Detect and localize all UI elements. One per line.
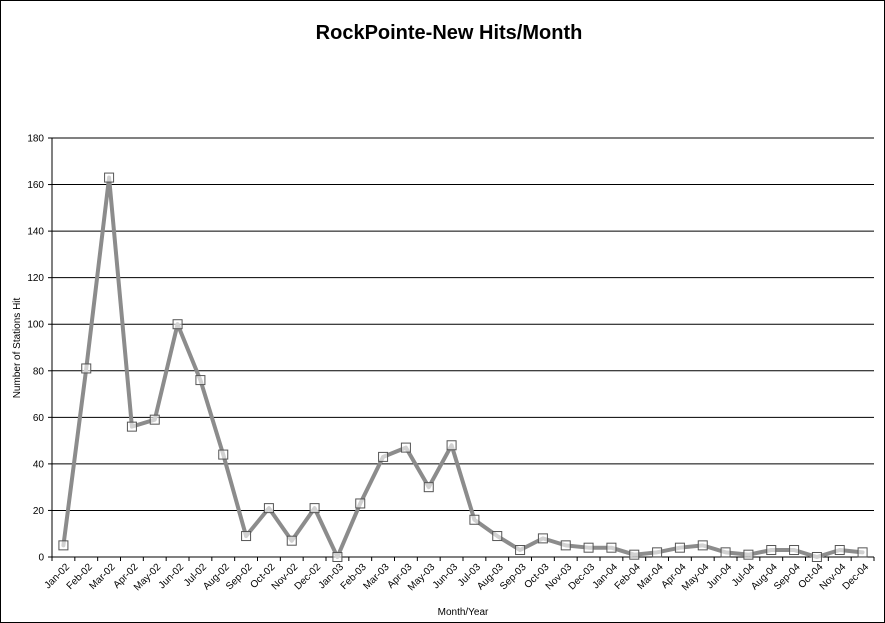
data-point — [515, 545, 526, 556]
data-point — [537, 533, 548, 544]
data-point — [857, 547, 868, 558]
data-point — [789, 545, 800, 556]
y-tick-label: 180 — [27, 134, 44, 145]
data-point — [492, 531, 503, 542]
gridlines — [52, 137, 874, 511]
y-tick-label: 160 — [27, 180, 44, 191]
data-point — [332, 552, 343, 562]
y-tick-label: 100 — [27, 320, 44, 331]
y-tick-labels: 0 20 40 60 80 100 120 140 160 180 — [27, 134, 44, 564]
data-point — [309, 503, 320, 514]
series-group — [58, 172, 868, 562]
y-axis-title: Number of Stations Hit — [12, 297, 23, 398]
x-tick-label: Mar-03 — [361, 562, 391, 592]
data-point — [834, 545, 845, 556]
data-point — [378, 451, 389, 462]
data-point — [263, 503, 274, 514]
data-point — [606, 542, 617, 553]
data-point — [629, 549, 640, 560]
data-point — [400, 442, 411, 453]
data-point — [104, 172, 115, 183]
x-axis-title: Month/Year — [438, 607, 489, 618]
data-point — [355, 498, 366, 509]
data-point — [652, 547, 663, 558]
data-point — [286, 535, 297, 546]
data-point — [720, 547, 731, 558]
x-tick-label: Mar-04 — [635, 562, 665, 592]
data-point — [674, 542, 685, 553]
data-point — [811, 552, 822, 562]
y-tick-label: 140 — [27, 227, 44, 238]
y-tick-label: 60 — [33, 413, 45, 424]
y-tick-label: 0 — [38, 553, 44, 564]
data-point — [423, 482, 434, 493]
data-point — [583, 542, 594, 553]
x-tick-label: Dec-03 — [567, 562, 598, 593]
data-point — [469, 514, 480, 525]
y-tick-label: 40 — [33, 459, 45, 470]
data-point — [697, 540, 708, 551]
chart-title: RockPointe-New Hits/Month — [316, 22, 583, 44]
y-tick-label: 80 — [33, 366, 45, 377]
x-tick-label: Dec-04 — [841, 562, 872, 593]
x-tick-label: Jun-02 — [157, 562, 187, 592]
data-point — [81, 363, 92, 374]
data-point — [149, 414, 160, 425]
x-tick-label: Dec-02 — [293, 562, 324, 593]
data-point — [743, 549, 754, 560]
data-point — [126, 421, 137, 432]
data-point — [172, 319, 183, 330]
data-point — [446, 440, 457, 451]
x-tick-label: Jun-04 — [705, 562, 735, 592]
x-tick-label: Sep-04 — [772, 562, 803, 593]
data-point — [195, 375, 206, 386]
data-point — [241, 531, 252, 542]
axes — [48, 137, 875, 561]
data-point — [560, 540, 571, 551]
y-tick-label: 20 — [33, 506, 45, 517]
x-tick-label: Jun-03 — [431, 562, 461, 592]
x-tick-label: Sep-02 — [224, 562, 255, 593]
data-point — [218, 449, 229, 460]
x-tick-labels: Jan-02Feb-02Mar-02Apr-02May-02Jun-02Jul-… — [43, 562, 872, 594]
series-line — [61, 175, 865, 559]
x-tick-label: Sep-03 — [498, 562, 529, 593]
data-point — [766, 545, 777, 556]
y-tick-label: 120 — [27, 273, 44, 284]
data-point — [58, 540, 69, 551]
x-tick-label: Mar-02 — [87, 562, 117, 592]
